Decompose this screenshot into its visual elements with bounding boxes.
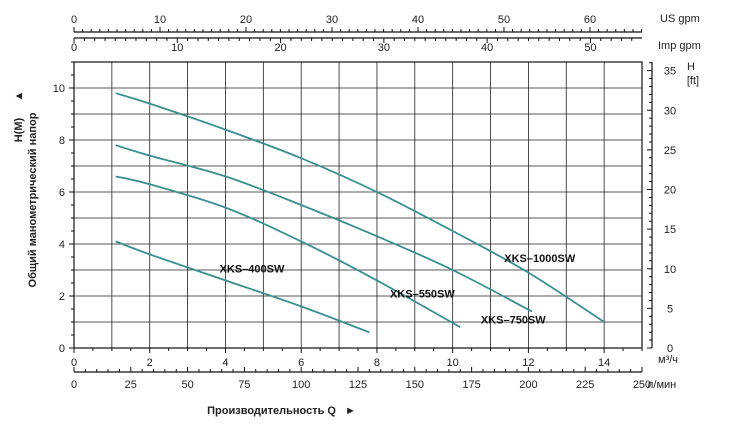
lmin-tick-label: 25 (125, 379, 137, 391)
lmin-tick-label: 200 (519, 379, 537, 391)
lmin-tick-label: 100 (292, 379, 310, 391)
series-label: XKS–750SW (481, 314, 546, 326)
lmin-label: л/мин (647, 379, 676, 391)
y-axis-unit-label: H(M) (13, 117, 25, 142)
imp-gpm-tick-label: 10 (171, 42, 183, 54)
series-label: XKS–400SW (220, 264, 285, 276)
lmin-tick-label: 125 (349, 379, 367, 391)
axes (69, 27, 653, 373)
us-gpm-tick-label: 20 (240, 14, 252, 26)
ft-tick-label: 15 (664, 224, 676, 236)
y-left-tick-label: 10 (53, 83, 65, 95)
plot-frame (73, 61, 643, 349)
series-line (115, 175, 461, 328)
lmin-tick-label: 75 (238, 379, 250, 391)
m3h-label: м³/ч (658, 354, 678, 366)
us-gpm-tick-label: 0 (71, 14, 77, 26)
lmin-tick-label: 175 (462, 379, 480, 391)
curves (115, 92, 605, 334)
series-line (115, 92, 605, 323)
us-gpm-tick-label: 30 (326, 14, 338, 26)
y-axis-title: Общий манометрический напор (27, 112, 39, 287)
us-gpm-label: US gpm (660, 13, 700, 25)
imp-gpm-tick-label: 30 (378, 42, 390, 54)
ft-tick-label: 25 (664, 145, 676, 157)
ft-tick-label: 20 (664, 185, 676, 197)
ft-tick-label: 5 (667, 303, 673, 315)
m3h-tick-label: 6 (298, 357, 304, 369)
m3h-tick-label: 2 (147, 357, 153, 369)
lmin-tick-label: 225 (576, 379, 594, 391)
right-axis-label-h: H (687, 61, 695, 73)
ft-tick-label: 35 (664, 66, 676, 78)
lmin-tick-label: 0 (71, 379, 77, 391)
y-left-tick-label: 6 (59, 187, 65, 199)
ft-tick-label: 10 (664, 264, 676, 276)
lmin-tick-label: 150 (406, 379, 424, 391)
ft-tick-label: 30 (664, 105, 676, 117)
m3h-tick-label: 14 (598, 357, 610, 369)
series-label: XKS–1000SW (504, 253, 576, 265)
series-line (115, 144, 533, 313)
us-gpm-tick-label: 40 (412, 14, 424, 26)
us-gpm-tick-label: 10 (154, 14, 166, 26)
series-label: XKS–550SW (390, 288, 455, 300)
lmin-tick-label: 250 (633, 379, 651, 391)
lmin-tick-label: 50 (181, 379, 193, 391)
y-left-tick-label: 8 (59, 135, 65, 147)
y-left-tick-label: 0 (59, 343, 65, 355)
imp-gpm-tick-label: 50 (584, 42, 596, 54)
y-left-tick-label: 2 (59, 291, 65, 303)
x-axis-title: Производительность Q (207, 405, 336, 417)
m3h-tick-label: 8 (374, 357, 380, 369)
us-gpm-tick-label: 50 (498, 14, 510, 26)
y-left-tick-label: 4 (59, 239, 65, 251)
imp-gpm-tick-label: 0 (71, 42, 77, 54)
labels: 0 10 20 30 40 50 600 10 20 30 40 500 2 4 6 8 10 12 140 25 50… (53, 14, 676, 391)
m3h-tick-label: 12 (522, 357, 534, 369)
ft-tick-label: 0 (667, 343, 673, 355)
grid (73, 61, 643, 349)
imp-gpm-tick-label: 20 (274, 42, 286, 54)
y-axis-arrow: ▲ (13, 91, 25, 102)
m3h-tick-label: 0 (71, 357, 77, 369)
series-line (115, 240, 370, 334)
x-axis-title-arrow: ► (345, 405, 356, 417)
right-axis-label-ft: [ft] (687, 75, 699, 87)
m3h-tick-label: 10 (447, 357, 459, 369)
imp-gpm-label: Imp gpm (658, 40, 701, 52)
imp-gpm-tick-label: 40 (481, 42, 493, 54)
m3h-tick-label: 4 (222, 357, 228, 369)
us-gpm-tick-label: 60 (584, 14, 596, 26)
